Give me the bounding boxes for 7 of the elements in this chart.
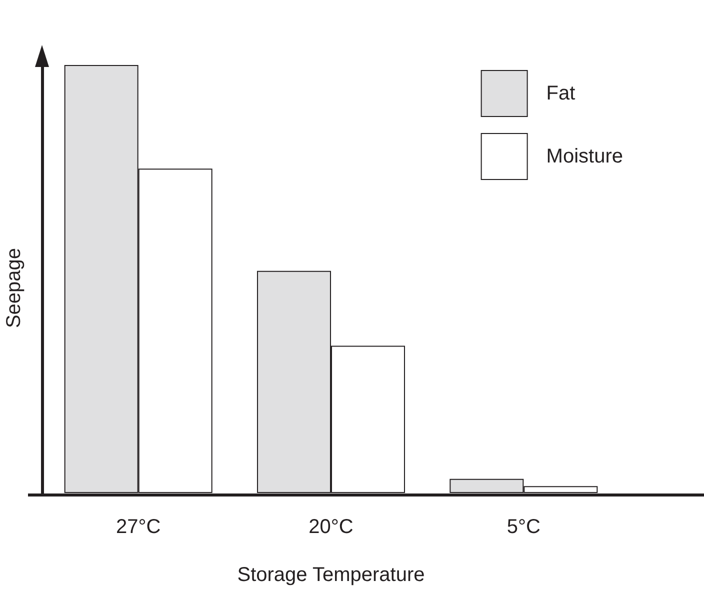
x-axis-title: Storage Temperature xyxy=(237,564,425,586)
x-tick-label: 20°C xyxy=(308,516,354,538)
legend-label: Fat xyxy=(546,82,576,104)
x-tick-label: 5°C xyxy=(506,516,540,538)
y-axis-title: Seepage xyxy=(3,248,25,328)
legend-label: Moisture xyxy=(546,146,624,168)
x-tick-label: 27°C xyxy=(116,516,161,538)
